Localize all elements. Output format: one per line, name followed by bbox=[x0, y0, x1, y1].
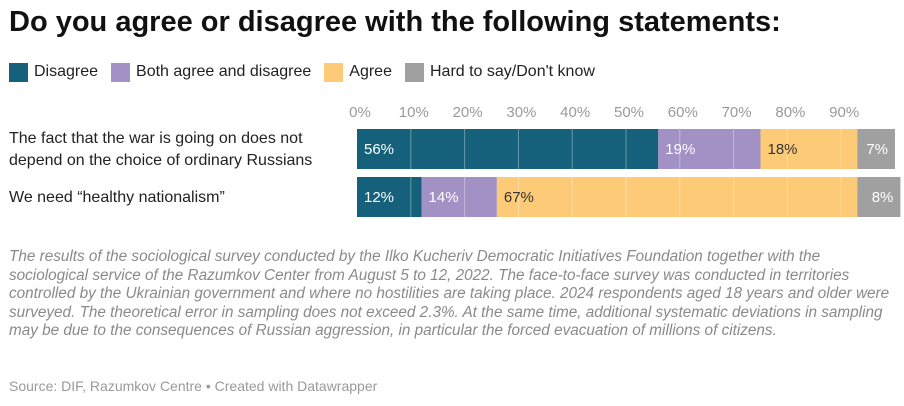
stacked-bar-chart: 0% 10% 20% 30% 40% 50% 60% 70% 80% 90% 56% 19% 18% 7… bbox=[9, 104, 901, 217]
legend-label-agree: Agree bbox=[349, 63, 392, 80]
bar-segment-disagree bbox=[357, 177, 422, 217]
chart-title: Do you agree or disagree with the follow… bbox=[9, 6, 781, 38]
legend: Disagree Both agree and disagree Agree H… bbox=[9, 62, 608, 82]
x-tick-label: 60% bbox=[668, 104, 698, 121]
x-tick-label: 0% bbox=[349, 104, 371, 121]
legend-swatch-both bbox=[111, 62, 131, 82]
bars bbox=[357, 129, 901, 217]
legend-item-both: Both agree and disagree bbox=[111, 62, 312, 82]
bar-segment-both-agree-and-disagree bbox=[658, 129, 761, 169]
methodology-note: The results of the sociological survey c… bbox=[9, 248, 890, 340]
bar-segment-agree bbox=[760, 129, 858, 169]
x-tick-label: 50% bbox=[614, 104, 644, 121]
x-tick-label: 90% bbox=[829, 104, 859, 121]
x-tick-label: 10% bbox=[399, 104, 429, 121]
row-label-line: We need “healthy nationalism” bbox=[9, 189, 225, 206]
legend-swatch-agree bbox=[324, 62, 344, 82]
bar-segment-hard-to-say-don-t-know bbox=[857, 177, 901, 217]
x-tick-label: 70% bbox=[722, 104, 752, 121]
x-axis: 0% 10% 20% 30% 40% 50% 60% 70% 80% 90% bbox=[349, 104, 859, 121]
legend-label-disagree: Disagree bbox=[34, 63, 99, 80]
value-label-hard-to-say-don-t-know: 8% bbox=[872, 189, 894, 206]
legend-label-hard-to-say: Hard to say/Don't know bbox=[429, 63, 595, 80]
legend-label-both: Both agree and disagree bbox=[136, 63, 312, 80]
gridlines bbox=[410, 129, 842, 217]
row-label-line: The fact that the war is going on does n… bbox=[9, 130, 303, 147]
row-labels: The fact that the war is going on does n… bbox=[9, 130, 312, 206]
value-label-agree: 67% bbox=[504, 189, 534, 206]
value-labels: 56% 19% 18% 7% 12% 14% 67% 8% bbox=[364, 141, 893, 206]
value-label-disagree: 56% bbox=[364, 141, 394, 158]
row-label-line: depend on the choice of ordinary Russian… bbox=[9, 152, 312, 169]
legend-item-disagree: Disagree bbox=[9, 62, 99, 82]
legend-swatch-hard-to-say bbox=[404, 62, 424, 82]
x-tick-label: 30% bbox=[506, 104, 536, 121]
legend-swatch-disagree bbox=[9, 62, 28, 82]
value-label-disagree: 12% bbox=[364, 189, 394, 206]
bar-segment-agree bbox=[496, 177, 858, 217]
x-tick-label: 80% bbox=[775, 104, 805, 121]
value-label-agree: 18% bbox=[768, 141, 798, 158]
bar-segment-hard-to-say-don-t-know bbox=[857, 129, 895, 169]
source-line: Source: DIF, Razumkov Centre • Created w… bbox=[9, 378, 378, 394]
value-label-both-agree-and-disagree: 19% bbox=[665, 141, 695, 158]
x-tick-label: 20% bbox=[453, 104, 483, 121]
bar-segment-both-agree-and-disagree bbox=[421, 177, 497, 217]
legend-item-agree: Agree bbox=[324, 62, 392, 82]
value-label-both-agree-and-disagree: 14% bbox=[429, 189, 459, 206]
x-tick-label: 40% bbox=[560, 104, 590, 121]
bar-segment-disagree bbox=[357, 129, 659, 169]
value-label-hard-to-say-don-t-know: 7% bbox=[866, 141, 888, 158]
legend-item-hard-to-say: Hard to say/Don't know bbox=[404, 62, 595, 82]
